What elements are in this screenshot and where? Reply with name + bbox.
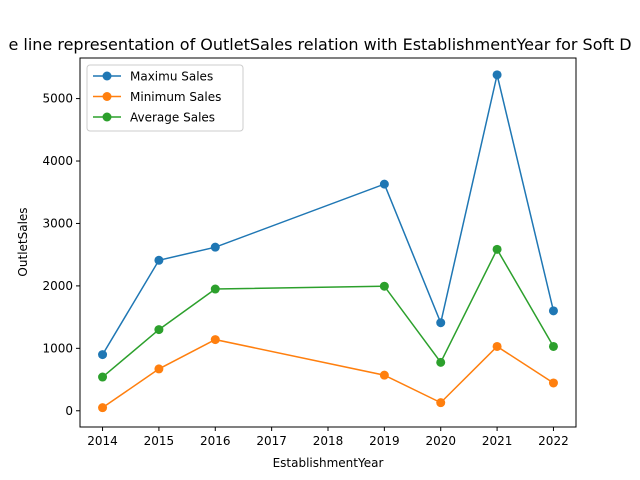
x-axis: 2014 2015 2016 2017 2018 2019 2020 2021 2022 (87, 427, 569, 448)
y-tick-label: 0 (65, 404, 73, 418)
legend-label: Maximu Sales (130, 70, 213, 84)
y-tick-label: 2000 (42, 279, 73, 293)
x-tick-label: 2016 (200, 434, 231, 448)
data-point (98, 372, 108, 382)
data-point (210, 335, 220, 345)
data-point (210, 284, 220, 294)
data-point (548, 341, 558, 351)
x-axis-label: EstablishmentYear (273, 456, 384, 470)
y-axis: 0 1000 2000 3000 4000 5000 (42, 92, 80, 418)
legend-swatch-marker (102, 112, 112, 122)
legend-item: Minimum Sales (93, 90, 221, 104)
plot-area (98, 70, 558, 413)
x-tick-label: 2021 (482, 434, 513, 448)
data-point (492, 70, 502, 80)
series-2 (98, 335, 558, 413)
data-point (548, 378, 558, 388)
legend-swatch-marker (102, 92, 112, 101)
series-1 (98, 70, 558, 360)
x-tick-label: 2017 (256, 434, 287, 448)
data-point (436, 357, 446, 367)
x-tick-label: 2019 (369, 434, 400, 448)
series-line (102, 338, 554, 409)
legend-label: Average Sales (130, 111, 215, 125)
legend-box (86, 64, 244, 132)
data-point (548, 306, 558, 316)
legend-item: Average Sales (93, 111, 215, 125)
x-tick-label: 2018 (313, 434, 344, 448)
data-point (98, 350, 108, 360)
legend: Maximu Sales Minimum Sales Average Sales (86, 64, 244, 132)
series-3 (98, 244, 558, 382)
data-point (492, 244, 502, 254)
x-tick-label: 2015 (144, 434, 175, 448)
y-tick-label: 5000 (42, 92, 73, 106)
data-point (379, 370, 389, 380)
x-tick-label: 2022 (538, 434, 569, 448)
legend-swatch-marker (102, 71, 112, 81)
data-point (436, 318, 446, 328)
x-tick-label: 2020 (425, 434, 456, 448)
data-point (98, 403, 108, 413)
data-point (210, 242, 220, 252)
chart-title: e line representation of OutletSales rel… (8, 35, 631, 54)
data-point (154, 364, 164, 374)
y-tick-label: 1000 (42, 341, 73, 355)
data-point (379, 179, 389, 189)
data-point (379, 281, 389, 291)
data-point (436, 398, 446, 408)
y-tick-label: 3000 (42, 216, 73, 230)
x-tick-label: 2014 (87, 434, 118, 448)
y-tick-label: 4000 (42, 154, 73, 168)
legend-item: Maximu Sales (93, 70, 213, 84)
data-point (154, 325, 164, 335)
legend-label: Minimum Sales (130, 90, 221, 104)
data-point (154, 255, 164, 265)
y-axis-label: OutletSales (16, 207, 30, 276)
data-point (492, 341, 502, 351)
